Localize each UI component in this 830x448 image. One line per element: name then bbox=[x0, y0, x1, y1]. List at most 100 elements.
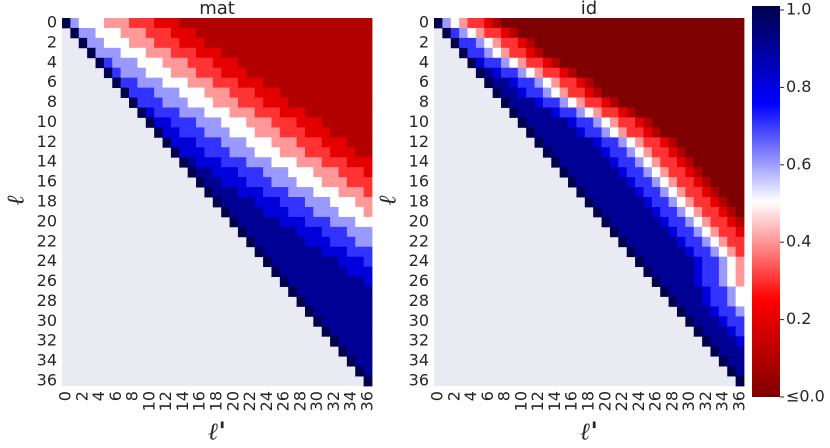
heatmap-cell bbox=[534, 27, 544, 39]
heatmap-cell bbox=[229, 47, 239, 59]
heatmap-cell bbox=[568, 157, 577, 168]
heatmap-cell bbox=[87, 37, 96, 49]
heatmap-cell bbox=[313, 27, 323, 39]
heatmap-cell bbox=[643, 266, 653, 277]
heatmap-cell bbox=[263, 27, 272, 39]
heatmap-cell bbox=[626, 206, 636, 218]
heatmap-cell bbox=[363, 67, 373, 79]
heatmap-cell bbox=[593, 167, 602, 178]
heatmap-cell bbox=[702, 107, 711, 118]
y-tick-label: 14 bbox=[37, 152, 57, 171]
heatmap-cell bbox=[559, 127, 569, 138]
heatmap-cell bbox=[212, 167, 222, 178]
heatmap-cell bbox=[593, 37, 602, 49]
heatmap-cell bbox=[618, 107, 628, 118]
heatmap-cell bbox=[346, 316, 356, 327]
heatmap-cell bbox=[710, 246, 720, 258]
heatmap-cell bbox=[526, 27, 535, 39]
heatmap-cell bbox=[355, 366, 365, 377]
heatmap-cell bbox=[643, 157, 653, 168]
heatmap-cell bbox=[70, 18, 80, 29]
heatmap-cell bbox=[601, 27, 611, 39]
heatmap-cell bbox=[229, 187, 239, 198]
heatmap-cell bbox=[534, 47, 544, 59]
heatmap-cell bbox=[363, 77, 373, 89]
heatmap-cell bbox=[484, 57, 494, 69]
heatmap-cell bbox=[718, 316, 728, 327]
heatmap-cell bbox=[363, 276, 373, 287]
heatmap-cell bbox=[584, 197, 594, 208]
heatmap-cell bbox=[635, 18, 644, 29]
heatmap-cell bbox=[601, 107, 611, 118]
heatmap-cell bbox=[263, 87, 272, 98]
y-tick-label: 12 bbox=[37, 132, 57, 151]
heatmap-cell bbox=[246, 27, 256, 39]
heatmap-cell bbox=[718, 326, 728, 337]
heatmap-cell bbox=[129, 77, 138, 89]
y-tick-label: 2 bbox=[47, 32, 57, 51]
heatmap-cell bbox=[355, 226, 365, 238]
heatmap-cell bbox=[330, 216, 339, 228]
heatmap-cell bbox=[651, 157, 661, 168]
heatmap-cell bbox=[601, 137, 611, 148]
heatmap-cell bbox=[568, 18, 577, 29]
heatmap-cell bbox=[551, 57, 561, 69]
heatmap-cell bbox=[559, 18, 569, 29]
y-tick-label: 0 bbox=[419, 12, 429, 31]
heatmap-cell bbox=[338, 157, 348, 168]
heatmap-cell bbox=[727, 77, 737, 89]
heatmap-cell bbox=[576, 187, 586, 198]
heatmap-cell bbox=[279, 147, 289, 158]
heatmap-cell bbox=[509, 107, 519, 118]
heatmap-cell bbox=[584, 127, 594, 138]
heatmap-cell bbox=[321, 37, 331, 49]
heatmap-cell bbox=[338, 276, 348, 287]
y-tick-label: 20 bbox=[409, 211, 429, 230]
heatmap-cell bbox=[685, 47, 695, 59]
heatmap-cell bbox=[263, 256, 272, 268]
heatmap-cell bbox=[179, 97, 189, 108]
heatmap-cell bbox=[501, 77, 510, 89]
heatmap-cell bbox=[718, 246, 728, 258]
heatmap-cell bbox=[355, 276, 365, 287]
heatmap-cell bbox=[271, 216, 281, 228]
heatmap-cell bbox=[702, 246, 711, 258]
heatmap-cell bbox=[609, 167, 619, 178]
heatmap-cell bbox=[120, 77, 130, 89]
heatmap-cell bbox=[321, 157, 331, 168]
heatmap-cell bbox=[559, 47, 569, 59]
heatmap-cell bbox=[718, 147, 728, 158]
heatmap-cell bbox=[154, 47, 163, 59]
heatmap-cell bbox=[196, 107, 205, 118]
heatmap-cell bbox=[710, 276, 720, 287]
heatmap-cell bbox=[304, 236, 314, 248]
x-tick-label: 8 bbox=[123, 391, 142, 401]
heatmap-cell bbox=[346, 18, 356, 29]
heatmap-cell bbox=[735, 376, 745, 387]
heatmap-cell bbox=[363, 356, 373, 367]
heatmap-cell bbox=[363, 177, 373, 188]
heatmap-cell bbox=[626, 117, 636, 128]
heatmap-cell bbox=[584, 77, 594, 89]
heatmap-cell bbox=[593, 18, 602, 29]
heatmap-cell bbox=[330, 57, 339, 69]
heatmap-cell bbox=[170, 18, 180, 29]
heatmap-cell bbox=[710, 187, 720, 198]
heatmap-cell bbox=[702, 296, 711, 307]
heatmap-cell bbox=[635, 236, 644, 248]
heatmap-cell bbox=[735, 37, 745, 49]
heatmap-cell bbox=[187, 37, 197, 49]
heatmap-cell bbox=[727, 57, 737, 69]
heatmap-cell bbox=[710, 77, 720, 89]
heatmap-cell bbox=[727, 276, 737, 287]
heatmap-cell bbox=[120, 18, 130, 29]
heatmap-cell bbox=[355, 216, 365, 228]
x-tick-label: 26 bbox=[646, 391, 665, 411]
heatmap-cell bbox=[154, 27, 163, 39]
heatmap-cell bbox=[179, 87, 189, 98]
heatmap-cell bbox=[668, 296, 678, 307]
heatmap-cell bbox=[187, 157, 197, 168]
heatmap-cell bbox=[475, 27, 485, 39]
heatmap-cell bbox=[237, 197, 247, 208]
heatmap-cell bbox=[204, 177, 214, 188]
